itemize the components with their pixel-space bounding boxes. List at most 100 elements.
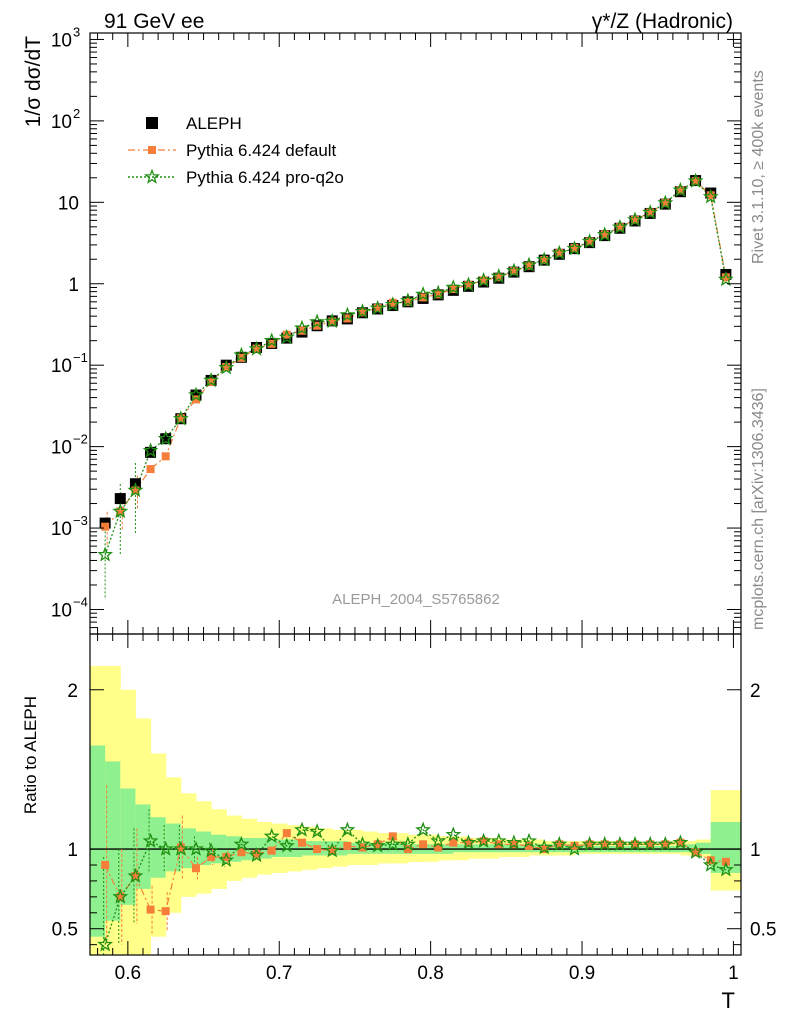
ratio-point-proq2o — [657, 835, 674, 851]
ratio-point-default — [146, 905, 155, 914]
upper-y-tick-label: 1 — [68, 275, 79, 296]
upper-y-tick-label: 10 — [51, 600, 72, 621]
upper-y-tick-exponent: −4 — [73, 594, 88, 609]
data-point-default — [449, 285, 458, 294]
data-point-default — [721, 273, 730, 282]
ratio-point-proq2o — [97, 936, 114, 952]
data-point-default — [176, 414, 185, 423]
data-point-proq2o — [642, 204, 659, 220]
data-point-proq2o — [294, 319, 310, 335]
ratio-point-proq2o — [672, 834, 689, 850]
upper-y-tick-label: 10 — [51, 112, 72, 133]
series-line-proq2o — [104, 180, 727, 556]
upper-y-tick-exponent: 3 — [73, 24, 80, 39]
ratio-point-default — [585, 840, 594, 849]
data-point-default — [525, 261, 534, 270]
data-point-proq2o — [278, 328, 295, 345]
ratio-point-default — [343, 841, 352, 850]
ratio-point-default — [282, 829, 291, 838]
rivet-version-label: Rivet 3.1.10, ≥ 400k events — [750, 70, 767, 264]
x-tick-label: 0.9 — [569, 963, 595, 984]
upper-y-tick-label: 10 — [51, 438, 72, 459]
data-point-default — [585, 237, 594, 246]
ratio-point-proq2o — [521, 832, 537, 848]
ratio-point-proq2o — [218, 851, 235, 868]
data-point-default — [434, 290, 443, 299]
data-point-default — [101, 522, 110, 531]
data-point-proq2o — [702, 188, 719, 204]
upper-y-tick-label: 10 — [51, 30, 72, 51]
data-point-default — [161, 452, 170, 461]
data-point-proq2o — [263, 332, 280, 348]
ratio-point-default — [509, 840, 518, 849]
data-point-proq2o — [218, 359, 235, 375]
ratio-point-default — [691, 848, 700, 857]
data-point-proq2o — [445, 279, 462, 295]
upper-y-tick-exponent: −1 — [73, 350, 88, 365]
data-point-default — [631, 215, 640, 224]
data-point-proq2o — [172, 410, 189, 426]
data-point-proq2o — [415, 286, 432, 302]
data-point-default — [615, 223, 624, 232]
data-point-proq2o — [490, 268, 507, 284]
ratio-point-proq2o — [294, 821, 310, 837]
ratio-point-default — [297, 838, 306, 847]
ratio-point-proq2o — [627, 835, 643, 851]
data-point-proq2o — [717, 271, 734, 287]
ratio-point-default — [161, 907, 170, 916]
data-point-default — [131, 486, 140, 495]
ratio-point-proq2o — [384, 835, 401, 851]
data-point-default — [207, 378, 216, 387]
upper-y-tick-label: 10 — [51, 519, 72, 540]
x-axis-label: T — [722, 988, 735, 1013]
data-point-proq2o — [399, 292, 416, 308]
ratio-point-proq2o — [717, 861, 734, 877]
data-point-proq2o — [384, 296, 401, 312]
data-point-default — [646, 208, 655, 217]
ratio-point-default — [116, 892, 125, 901]
data-point-proq2o — [339, 306, 356, 322]
ratio-y-tick-label-left: 0.5 — [52, 920, 78, 941]
ratio-point-default — [419, 840, 428, 849]
ratio-point-proq2o — [536, 839, 553, 855]
data-point-proq2o — [127, 482, 144, 498]
ratio-point-default — [646, 840, 655, 849]
data-point-proq2o — [142, 442, 159, 458]
ratio-point-proq2o — [430, 832, 447, 848]
ratio-point-proq2o — [233, 835, 250, 851]
ratio-point-default — [403, 845, 412, 854]
ratio-point-proq2o — [157, 840, 174, 856]
ratio-point-proq2o — [642, 835, 659, 851]
upper-y-tick-label: 10 — [51, 356, 72, 377]
ratio-point-default — [615, 840, 624, 849]
ratio-point-default — [267, 846, 276, 855]
ratio-point-proq2o — [324, 842, 341, 858]
ratio-point-default — [252, 849, 261, 858]
data-point-proq2o — [157, 430, 174, 446]
ratio-point-proq2o — [172, 840, 189, 856]
data-point-default — [661, 199, 670, 208]
legend-label-proq2o: Pythia 6.424 pro-q2o — [186, 168, 344, 187]
ratio-y-tick-label-right: 0.5 — [750, 920, 776, 941]
data-point-default — [494, 273, 503, 282]
ratio-point-default — [631, 840, 640, 849]
ratio-point-default — [101, 860, 110, 869]
upper-y-tick-exponent: −2 — [73, 432, 88, 447]
data-point-aleph — [160, 433, 172, 445]
ratio-point-default — [191, 864, 200, 873]
data-point-default — [691, 177, 700, 186]
ratio-point-proq2o — [596, 835, 613, 851]
ratio-plot-marks — [90, 785, 741, 955]
legend-star-shape — [144, 168, 160, 184]
header-right-label: γ*/Z (Hadronic) — [592, 10, 733, 33]
analysis-watermark: ALEPH_2004_S5765862 — [332, 591, 500, 608]
ratio-point-proq2o — [702, 856, 719, 872]
main-plot-marks — [97, 172, 734, 598]
ratio-point-default — [434, 843, 443, 852]
data-point-proq2o — [248, 340, 265, 356]
data-point-default — [600, 230, 609, 239]
ratio-y-tick-label-right: 1 — [750, 840, 761, 861]
ratio-point-default — [600, 840, 609, 849]
